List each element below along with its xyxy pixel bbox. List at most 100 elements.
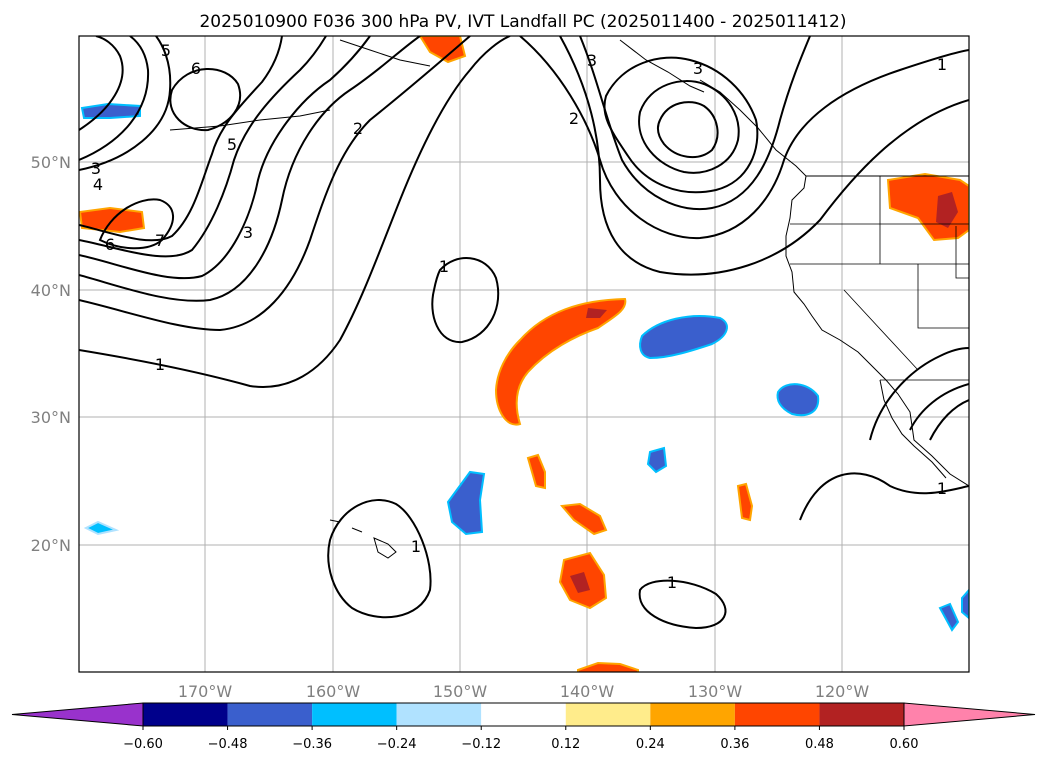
pv-label-1-center: 1 [439,257,449,276]
colorbar-tick-label: −0.36 [292,737,332,752]
pv-contour-1-hawaii [327,499,432,619]
map-panel: 6 5 5 4 3 3 2 6 7 1 1 1 1 2 3 3 1 1 [78,35,970,673]
pv-contour-1-center-low [431,257,500,344]
colorbar-segment [312,703,397,726]
pv-contour-4-east-trough [603,56,759,194]
pv-contour-2-east-trough [519,36,969,240]
colorbar-tick-label: 0.12 [551,737,580,752]
pv-contour-3-east-trough [579,36,811,211]
map-frame [78,35,970,673]
pv-contour-1-mexico [869,347,969,441]
ivt-negative-hawaii [446,470,486,536]
pv-label-3-mid: 3 [243,223,253,242]
pv-contour-6-west [79,36,283,242]
ivt-negative-northwest [80,102,141,119]
colorbar-segment [565,703,651,726]
colorbar-tick-label: −0.60 [123,737,163,752]
colorbar-segment [396,703,482,726]
pv-label-3-west: 3 [91,159,101,178]
pv-label-1-west: 1 [155,355,165,374]
pv-label-3-east: 3 [587,51,597,70]
colorbar: −0.60 −0.48 −0.36 −0.24 −0.12 0.12 0.24 0.36 0.4… [11,702,1036,752]
colorbar-tick-label: 0.60 [890,737,919,752]
pv-contour-4-northwest [79,36,150,161]
pv-label-4-west: 4 [93,175,103,194]
colorbar-tick-label: 0.36 [720,737,749,752]
colorbar-frame [142,702,905,727]
pv-label-6-west: 6 [105,235,115,254]
pv-contour-2-west [79,36,471,332]
pv-contour-1-southeast [799,472,969,521]
ivt-positive-east [736,482,754,522]
colorbar-segment [481,703,566,726]
pv-label-5-north: 5 [161,41,171,60]
ivt-negative-edge [961,588,969,620]
latitude-labels: 50°N 40°N 30°N 20°N [31,153,71,555]
lon-label-120w: 120°W [815,682,870,701]
pv-label-2-east: 2 [569,109,579,128]
ivt-positive-arc [494,297,627,426]
pv-label-3-east-north: 3 [693,59,703,78]
ivt-shading [79,36,969,672]
colorbar-segment [819,703,904,726]
ivt-positive-south-core [570,572,590,593]
gridlines [79,36,969,672]
ivt-negative-southwest [83,520,120,536]
lon-label-170w: 170°W [178,682,233,701]
lon-label-150w: 150°W [433,682,488,701]
pv-contour-3-west [79,36,421,302]
ivt-positive-north [418,36,467,64]
colorbar-segment [227,703,313,726]
ivt-positive-core [586,308,607,318]
lat-label-20n: 20°N [31,536,71,555]
lat-label-50n: 50°N [31,153,71,172]
pv-contour-5-west [79,36,327,258]
pv-contour-1-west [79,36,511,388]
ivt-negative-east [776,383,820,417]
pv-contour-1-south [638,579,727,630]
pv-contour-6-east-trough [656,101,719,159]
ivt-positive-small-1 [526,453,546,490]
pv-contour-6-high [169,68,241,132]
pv-label-6-north: 6 [191,59,201,78]
pv-label-1-southeast: 1 [937,479,947,498]
lat-label-40n: 40°N [31,281,71,300]
colorbar-tick-label: 0.24 [636,737,665,752]
lon-label-160w: 160°W [306,682,361,701]
colorbar-tick-label: −0.48 [208,737,248,752]
pv-contour-1-east-trough [559,36,969,276]
ivt-negative-small [646,446,668,474]
colorbar-tick-label: −0.24 [377,737,417,752]
ivt-positive-bottom [577,661,639,672]
ivt-negative-center [639,315,728,360]
pv-label-1-south: 1 [667,573,677,592]
colorbar-segment [143,703,228,726]
pv-label-5-mid: 5 [227,135,237,154]
colorbar-segment [650,703,735,726]
north-america-coast [699,79,969,487]
lat-label-30n: 30°N [31,408,71,427]
pv-label-1-northeast: 1 [937,55,947,74]
colorbar-tick-label: 0.48 [805,737,834,752]
ivt-positive-westcoast-core [936,192,958,228]
colorbar-extend-high [903,702,1036,727]
colorbar-extend-low [11,702,144,727]
colorbar-segment [734,703,820,726]
pv-contour-2-mexico [909,383,969,431]
colorbar-tick-label: −0.12 [461,737,501,752]
pv-contours [79,36,969,630]
pv-contour-labels: 6 5 5 4 3 3 2 6 7 1 1 1 1 2 3 3 1 1 [91,41,947,592]
pv-label-1-hawaii: 1 [411,537,421,556]
pv-contour-3-mexico [929,399,969,441]
ivt-positive-small-2 [560,502,608,536]
longitude-labels: 170°W 160°W 150°W 140°W 130°W 120°W [178,682,870,701]
figure-title: 2025010900 F036 300 hPa PV, IVT Landfall… [199,12,846,32]
lon-label-140w: 140°W [560,682,615,701]
pv-contour-7-west [98,198,174,250]
alaska-coast [169,39,705,131]
pv-contour-5-east-trough [638,80,740,174]
pv-label-2-mid: 2 [353,119,363,138]
pv-contour-5-northwest [79,36,124,131]
lon-label-130w: 130°W [688,682,743,701]
pv-label-7-west: 7 [155,231,165,250]
